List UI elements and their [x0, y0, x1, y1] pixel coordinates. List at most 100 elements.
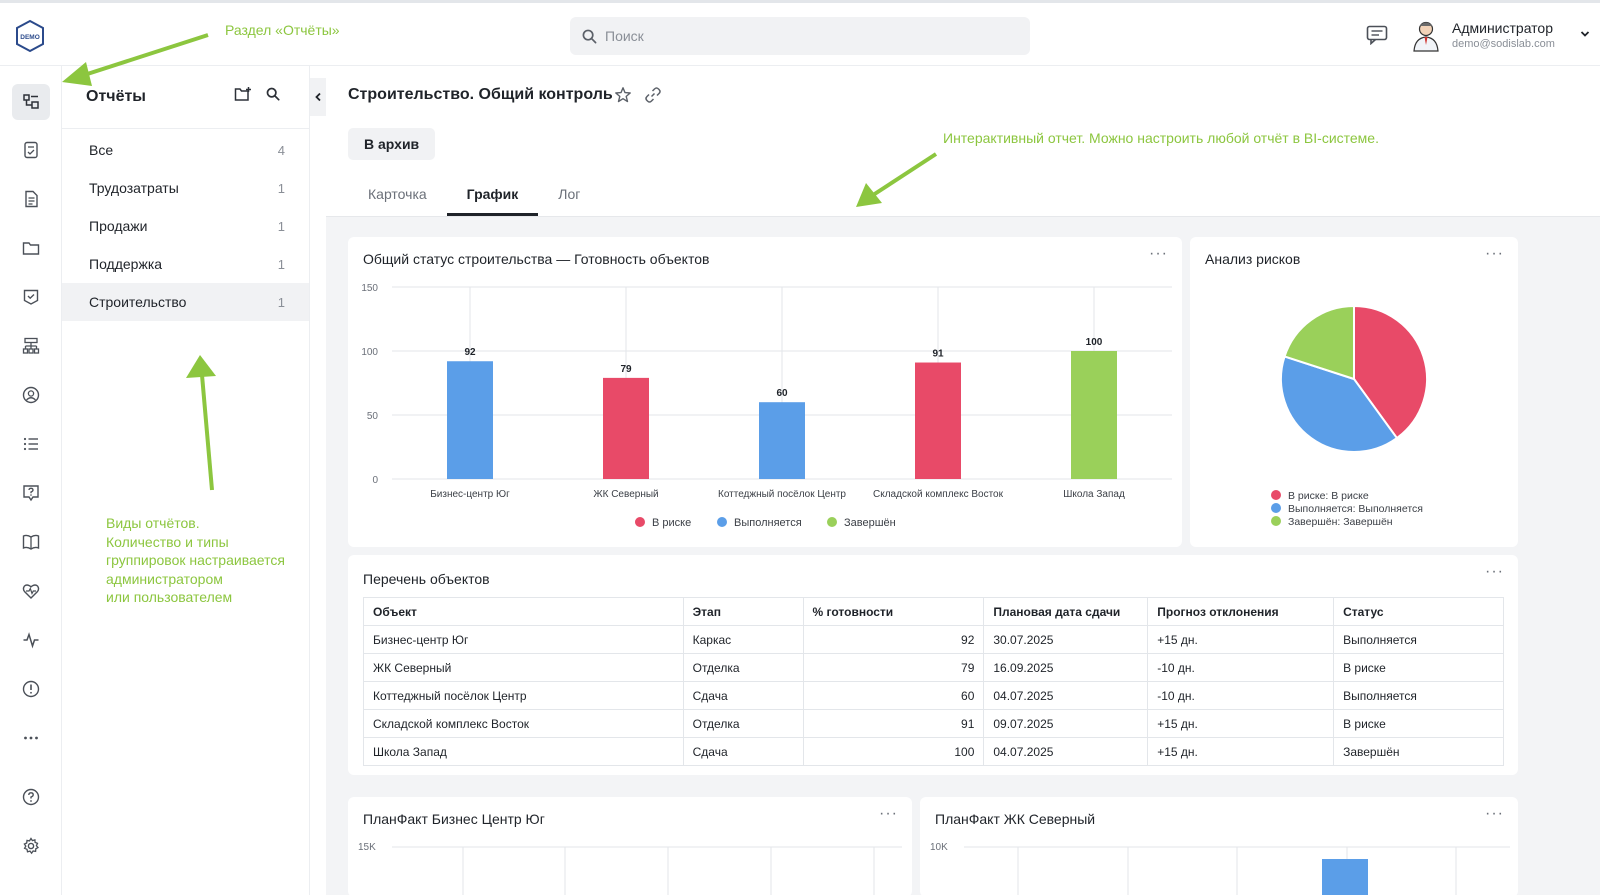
rail-item-lists[interactable] [12, 426, 50, 462]
card-menu-button[interactable]: ··· [879, 805, 898, 822]
legend-label: В риске: В риске [1288, 490, 1369, 502]
org-structure-icon [22, 337, 40, 354]
table-cell: Сдача [682, 737, 804, 766]
document-icon [25, 190, 38, 208]
column-header[interactable]: Этап [682, 597, 804, 626]
rail-item-alerts[interactable] [12, 671, 50, 707]
link-icon[interactable] [644, 86, 662, 104]
card-menu-button[interactable]: ··· [1485, 805, 1504, 822]
tab-item[interactable]: График [446, 176, 539, 216]
profile-icon [22, 386, 40, 404]
table-cell: Коттеджный посёлок Центр [363, 681, 684, 710]
planfact-north-card: ПланФакт ЖК Северный ··· 10K [920, 797, 1518, 895]
report-group-label: Трудозатраты [89, 180, 179, 196]
report-group-item[interactable]: Строительство 1 [62, 283, 309, 321]
table-cell: Складской комплекс Восток [363, 709, 684, 738]
report-group-item[interactable]: Трудозатраты 1 [62, 169, 309, 207]
report-group-item[interactable]: Все 4 [62, 131, 309, 169]
user-name: Администратор [1452, 20, 1554, 36]
planfact-chart: 10K [930, 842, 1510, 895]
table-cell: Каркас [682, 625, 804, 654]
card-title: ПланФакт ЖК Северный [935, 811, 1096, 827]
annotation-line: группировок настраивается [106, 552, 285, 568]
table-row[interactable]: Складской комплекс Восток Отделка 91 09.07.… [363, 709, 1504, 738]
column-header[interactable]: Прогноз отклонения [1147, 597, 1335, 626]
column-header[interactable]: Статус [1333, 597, 1504, 626]
rail-item-knowledge[interactable] [12, 524, 50, 560]
annotation-section: Раздел «Отчёты» [225, 22, 340, 38]
table-cell: Бизнес-центр Юг [363, 625, 684, 654]
collapse-panel-button[interactable] [310, 78, 326, 116]
table-cell: 92 [802, 625, 985, 654]
pie-slice [1283, 304, 1355, 381]
user-menu[interactable]: Администратор demo@sodislab.com [1410, 18, 1590, 52]
rail-item-documents-check[interactable] [12, 132, 50, 168]
y-tick-label: 15K [358, 842, 376, 853]
search-box[interactable] [570, 17, 1030, 55]
card-menu-button[interactable]: ··· [1149, 245, 1168, 262]
support-icon [23, 485, 39, 502]
dashboard-area: Общий статус строительства — Готовность … [326, 216, 1600, 895]
report-group-label: Все [89, 142, 114, 158]
bar [1071, 351, 1117, 479]
x-tick-label: Бизнес-центр Юг [430, 489, 510, 500]
rail-item-tasks[interactable] [12, 279, 50, 315]
data-label: 91 [932, 349, 944, 360]
logo-icon[interactable]: DEMO [14, 19, 46, 53]
rail-item-structure[interactable] [12, 328, 50, 364]
rail-item-more[interactable] [12, 720, 50, 756]
table-cell: 09.07.2025 [983, 709, 1149, 738]
table-cell: Отделка [682, 653, 804, 682]
add-folder-icon[interactable] [234, 86, 252, 102]
table-cell: Сдача [682, 681, 804, 710]
rail-item-support[interactable] [12, 475, 50, 511]
chevron-down-icon[interactable] [1580, 30, 1590, 38]
report-group-item[interactable]: Продажи 1 [62, 207, 309, 245]
y-tick-label: 150 [361, 283, 378, 294]
table-row[interactable]: Школа Запад Сдача 100 04.07.2025 +15 дн. Заве… [363, 737, 1504, 766]
table-cell: +15 дн. [1147, 709, 1335, 738]
star-icon[interactable] [614, 86, 632, 104]
card-title: Общий статус строительства — Готовность … [363, 251, 710, 267]
report-group-item[interactable]: Поддержка 1 [62, 245, 309, 283]
object-list-card: Перечень объектов ··· Объект Этап% готовн… [348, 555, 1518, 775]
archive-button[interactable]: В архив [348, 128, 436, 160]
table-cell: Выполняется [1333, 625, 1504, 654]
report-group-count: 1 [277, 180, 285, 196]
book-icon [22, 534, 40, 550]
object-table: Объект Этап% готовности Плановая дата сдач… [363, 597, 1504, 766]
tab-item[interactable]: Карточка [368, 186, 427, 202]
user-email: demo@sodislab.com [1452, 38, 1555, 50]
search-input[interactable] [605, 28, 985, 44]
table-cell: +15 дн. [1147, 737, 1335, 766]
data-label: 60 [776, 388, 788, 399]
rail-item-activity[interactable] [12, 622, 50, 658]
rail-item-documents[interactable] [12, 181, 50, 217]
chat-icon[interactable] [1366, 25, 1388, 45]
annotation-line: Виды отчётов. [106, 515, 200, 531]
planfact-bar [1322, 859, 1368, 895]
tab-item[interactable]: Лог [558, 186, 581, 202]
column-header[interactable]: % готовности [802, 597, 985, 626]
y-tick-label: 0 [372, 475, 378, 486]
rail-item-settings[interactable] [12, 828, 50, 864]
readiness-chart-card: Общий статус строительства — Готовность … [348, 237, 1182, 547]
rail-item-folders[interactable] [12, 230, 50, 266]
card-menu-button[interactable]: ··· [1485, 245, 1504, 262]
rail-item-help[interactable] [12, 779, 50, 815]
x-tick-label: Складской комплекс Восток [873, 489, 1004, 500]
rail-item-profile[interactable] [12, 377, 50, 413]
rail-item-health[interactable] [12, 573, 50, 609]
card-menu-button[interactable]: ··· [1485, 563, 1504, 580]
rail-item-reports[interactable] [12, 84, 50, 120]
legend-marker [1271, 516, 1281, 526]
x-tick-label: Школа Запад [1063, 489, 1125, 500]
report-group-count: 4 [277, 142, 285, 158]
data-label: 100 [1086, 337, 1103, 348]
activity-icon [23, 632, 39, 649]
column-header[interactable]: Плановая дата сдачи [983, 597, 1149, 626]
search-icon[interactable] [266, 87, 280, 101]
bar-chart: 0 50 100 150 92 Бизнес-центр Юг 79 ЖК Северный 6… [361, 283, 1172, 529]
